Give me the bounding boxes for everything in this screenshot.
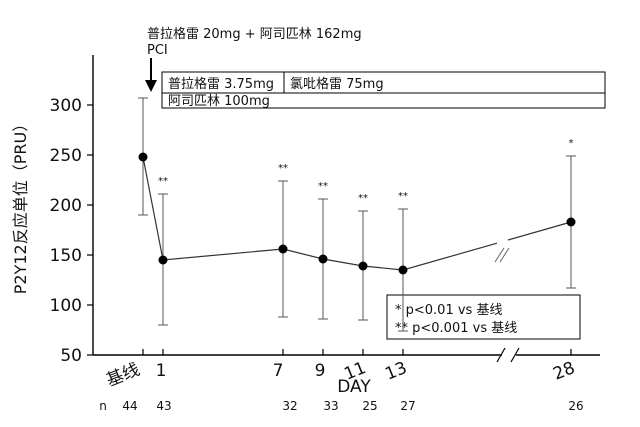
significance-labels: ******** *** <box>158 138 574 204</box>
n-value: 27 <box>400 399 415 413</box>
significance-label: ** <box>358 193 368 204</box>
annotation-line1: 普拉格雷 20mg + 阿司匹林 162mg <box>147 26 362 42</box>
n-value: 43 <box>156 399 171 413</box>
n-value: 33 <box>323 399 338 413</box>
data-point <box>159 256 168 265</box>
data-point <box>139 153 148 162</box>
y-tick-label: 250 <box>50 146 82 166</box>
annotation-line2: PCI <box>147 43 168 58</box>
y-ticks: 50 100 150 200 250 300 <box>50 96 93 366</box>
y-tick-label: 100 <box>50 296 82 316</box>
significance-label: * <box>569 138 574 149</box>
data-point <box>279 245 288 254</box>
y-tick-label: 50 <box>60 346 82 366</box>
line-break <box>495 248 509 262</box>
legend: * p<0.01 vs 基线 ** p<0.001 vs 基线 <box>387 295 580 339</box>
n-value: 44 <box>122 399 137 413</box>
n-label: n <box>99 399 107 413</box>
treatment-row1-right: 氯吡格雷 75mg <box>290 76 384 92</box>
legend-line1: * p<0.01 vs 基线 <box>395 303 502 318</box>
treatment-box: 普拉格雷 3.75mg 氯吡格雷 75mg 阿司匹林 100mg <box>162 72 605 109</box>
n-value: 25 <box>362 399 377 413</box>
y-axis-label: P2Y12反应单位（PRU） <box>11 116 30 294</box>
legend-line2: ** p<0.001 vs 基线 <box>395 321 517 336</box>
data-point <box>567 218 576 227</box>
series-line-group <box>143 157 571 270</box>
x-tick-label: 28 <box>550 358 578 385</box>
significance-label: ** <box>318 181 328 192</box>
y-tick-label: 200 <box>50 196 82 216</box>
data-point <box>359 262 368 271</box>
x-tick-label: 1 <box>156 361 167 381</box>
significance-label: ** <box>278 163 288 174</box>
significance-label: ** <box>158 176 168 187</box>
n-value: 32 <box>282 399 297 413</box>
x-tick-label: 基线 <box>104 360 143 391</box>
x-tick-label: 7 <box>273 361 284 381</box>
treatment-row2: 阿司匹林 100mg <box>168 94 270 109</box>
treatment-row1-left: 普拉格雷 3.75mg <box>168 76 274 92</box>
n-value: 26 <box>568 399 583 413</box>
significance-label: ** <box>398 191 408 202</box>
pci-arrow <box>145 58 157 92</box>
data-point <box>399 266 408 275</box>
series-line <box>143 157 571 270</box>
x-tick-label: 13 <box>382 358 410 385</box>
data-point <box>319 255 328 264</box>
x-tick-label: 9 <box>315 361 326 381</box>
y-tick-label: 300 <box>50 96 82 116</box>
n-values: 44 43 32 33 25 27 26 <box>122 399 583 413</box>
y-tick-label: 150 <box>50 246 82 266</box>
